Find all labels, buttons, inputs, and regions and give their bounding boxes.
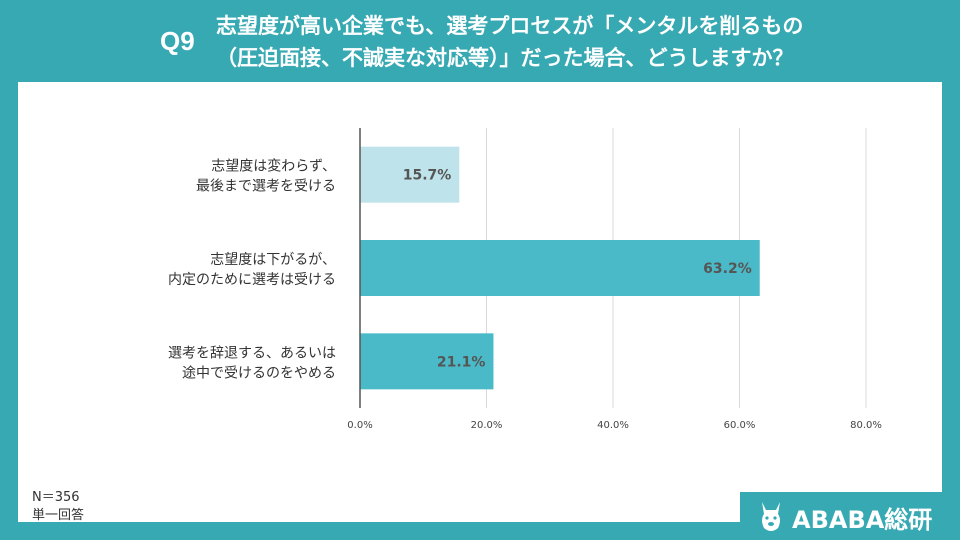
bar-value-label: 63.2%: [703, 261, 752, 277]
bar: [360, 333, 494, 390]
category-label: 志望度は下がるが、: [210, 252, 336, 268]
x-tick-label: 80.0%: [850, 420, 882, 431]
x-tick-label: 60.0%: [724, 420, 756, 431]
bar-value-label: 15.7%: [403, 168, 452, 184]
question-header: Q9 志望度が高い企業でも、選考プロセスが「メンタルを削るもの （圧迫面接、不誠…: [0, 0, 960, 80]
brand-name: ABABA総研: [792, 506, 933, 534]
chart-panel: [18, 82, 942, 522]
alpaca-icon: [762, 502, 780, 531]
x-tick-label: 40.0%: [597, 420, 629, 431]
x-tick-label: 20.0%: [471, 420, 503, 431]
answer-type: 単一回答: [32, 508, 85, 523]
bar: [360, 146, 460, 203]
brand-logo: ABABA総研: [740, 492, 960, 540]
x-tick-label: 0.0%: [347, 420, 372, 431]
category-label: 志望度は変わらず、: [211, 158, 336, 175]
question-number: Q9: [160, 26, 195, 56]
category-label: 最後まで選考を受ける: [196, 179, 336, 195]
category-label: 選考を辞退する、あるいは: [168, 345, 336, 361]
category-label: 途中で受けるのをやめる: [182, 364, 336, 381]
bar-value-label: 21.1%: [437, 354, 486, 370]
question-text-line-1: 志望度が高い企業でも、選考プロセスが「メンタルを削るもの: [216, 14, 804, 38]
category-label: 内定のために選考は受ける: [168, 272, 336, 288]
bar: [360, 240, 760, 296]
question-text-line-2: （圧迫面接、不誠実な対応等）」だった場合、どうしますか？: [216, 46, 794, 70]
sample-size: N＝356: [32, 490, 80, 505]
